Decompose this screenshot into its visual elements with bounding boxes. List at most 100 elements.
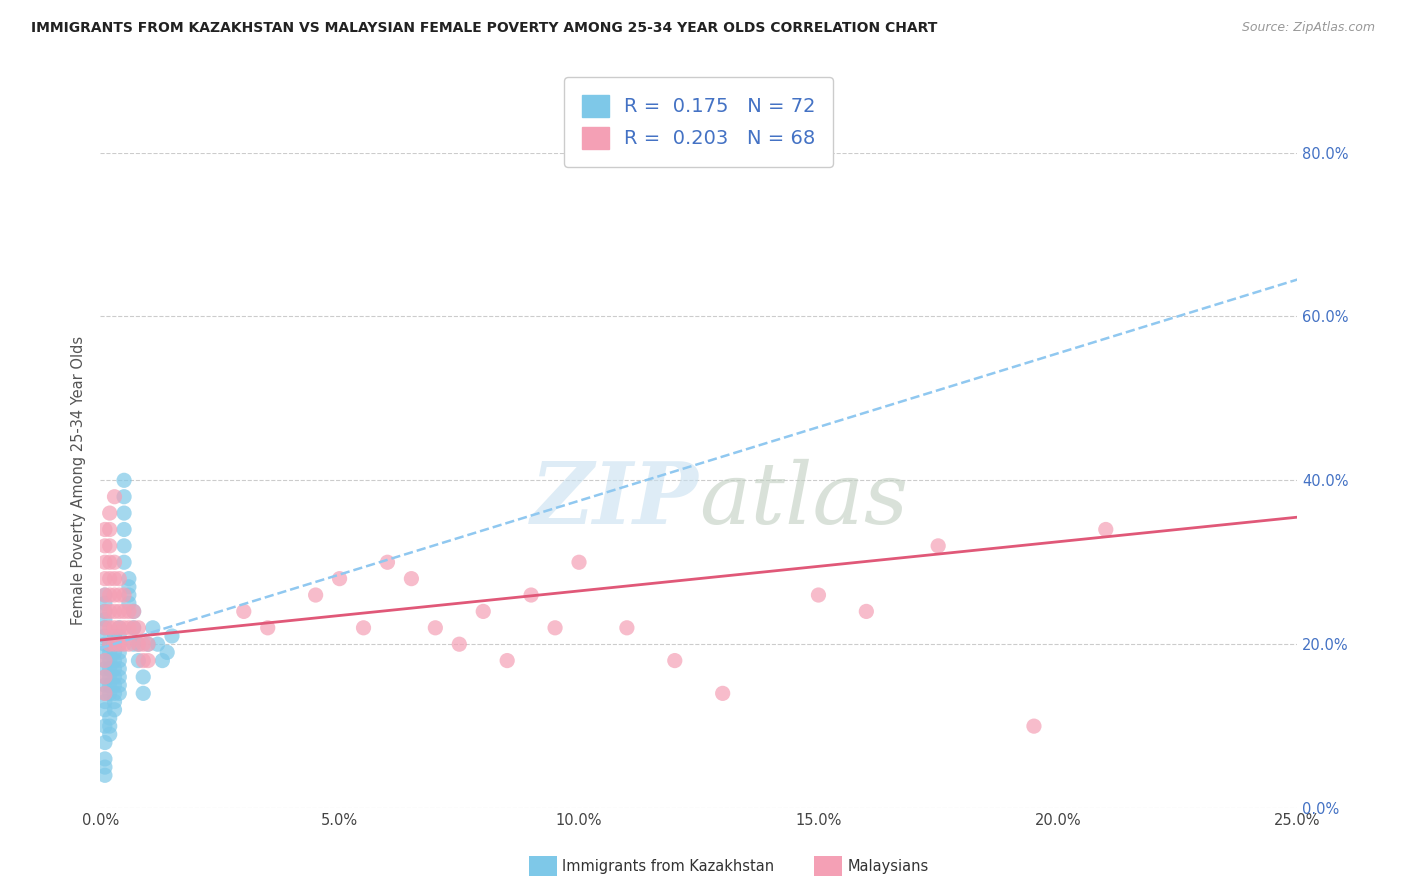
Point <box>103 686 125 700</box>
Point <box>112 555 135 569</box>
Point <box>94 588 117 602</box>
Point <box>353 621 375 635</box>
Point <box>108 662 131 676</box>
Point <box>256 621 278 635</box>
Point <box>118 621 141 635</box>
Point <box>94 670 117 684</box>
Point <box>94 621 117 635</box>
Point <box>136 654 159 668</box>
Point <box>103 703 125 717</box>
Point <box>136 637 159 651</box>
Y-axis label: Female Poverty Among 25-34 Year Olds: Female Poverty Among 25-34 Year Olds <box>72 335 86 625</box>
Point <box>103 629 125 643</box>
Point <box>98 727 121 741</box>
Point <box>136 637 159 651</box>
Point <box>98 637 121 651</box>
Point <box>108 637 131 651</box>
Point <box>122 621 145 635</box>
Point <box>146 637 169 651</box>
Point <box>127 654 149 668</box>
Point <box>108 621 131 635</box>
Point <box>103 662 125 676</box>
Point <box>108 637 131 651</box>
Point <box>108 621 131 635</box>
Point <box>98 637 121 651</box>
Point <box>108 604 131 618</box>
Point <box>112 523 135 537</box>
Point <box>616 621 638 635</box>
Point <box>1094 523 1116 537</box>
Point <box>103 654 125 668</box>
Text: Source: ZipAtlas.com: Source: ZipAtlas.com <box>1241 21 1375 35</box>
Point <box>425 621 447 635</box>
Point <box>118 580 141 594</box>
Point <box>108 588 131 602</box>
Point <box>127 621 149 635</box>
Point <box>98 539 121 553</box>
Text: atlas: atlas <box>699 458 908 541</box>
Point <box>98 670 121 684</box>
Point <box>94 523 117 537</box>
Point <box>112 473 135 487</box>
Point <box>118 596 141 610</box>
Point <box>401 572 423 586</box>
Point <box>103 670 125 684</box>
Legend: R =  0.175   N = 72, R =  0.203   N = 68: R = 0.175 N = 72, R = 0.203 N = 68 <box>564 77 834 167</box>
Point <box>98 523 121 537</box>
Point <box>103 637 125 651</box>
Point <box>122 621 145 635</box>
Point <box>94 613 117 627</box>
Point <box>98 662 121 676</box>
Point <box>103 604 125 618</box>
Point <box>94 760 117 774</box>
Point <box>108 670 131 684</box>
Point <box>108 629 131 643</box>
Point <box>103 678 125 692</box>
Point <box>122 604 145 618</box>
Point <box>94 539 117 553</box>
Point <box>103 645 125 659</box>
Point <box>377 555 399 569</box>
Point <box>449 637 471 651</box>
Point <box>98 711 121 725</box>
Point <box>544 621 567 635</box>
Point <box>98 604 121 618</box>
Point <box>664 654 686 668</box>
Point <box>132 670 155 684</box>
Point <box>118 572 141 586</box>
Text: ZIP: ZIP <box>531 458 699 541</box>
Point <box>112 604 135 618</box>
Point <box>98 572 121 586</box>
Text: IMMIGRANTS FROM KAZAKHSTAN VS MALAYSIAN FEMALE POVERTY AMONG 25-34 YEAR OLDS COR: IMMIGRANTS FROM KAZAKHSTAN VS MALAYSIAN … <box>31 21 938 36</box>
Point <box>98 686 121 700</box>
Point <box>94 654 117 668</box>
Point <box>568 555 591 569</box>
Point <box>142 621 165 635</box>
Point <box>112 506 135 520</box>
Point <box>94 768 117 782</box>
Point <box>94 662 117 676</box>
Point <box>112 621 135 635</box>
Point <box>103 555 125 569</box>
Point <box>127 637 149 651</box>
Point <box>94 686 117 700</box>
Point <box>94 645 117 659</box>
Point <box>103 621 125 635</box>
Point <box>103 572 125 586</box>
Point <box>94 621 117 635</box>
Point <box>108 678 131 692</box>
Point <box>112 588 135 602</box>
Point <box>118 604 141 618</box>
Point <box>94 604 117 618</box>
Point <box>520 588 543 602</box>
Point <box>232 604 254 618</box>
Text: Malaysians: Malaysians <box>848 859 929 873</box>
Point <box>150 654 173 668</box>
Point <box>103 588 125 602</box>
Point <box>94 555 117 569</box>
Point <box>94 694 117 708</box>
Point <box>94 596 117 610</box>
Point <box>94 629 117 643</box>
Point <box>132 654 155 668</box>
Point <box>103 694 125 708</box>
